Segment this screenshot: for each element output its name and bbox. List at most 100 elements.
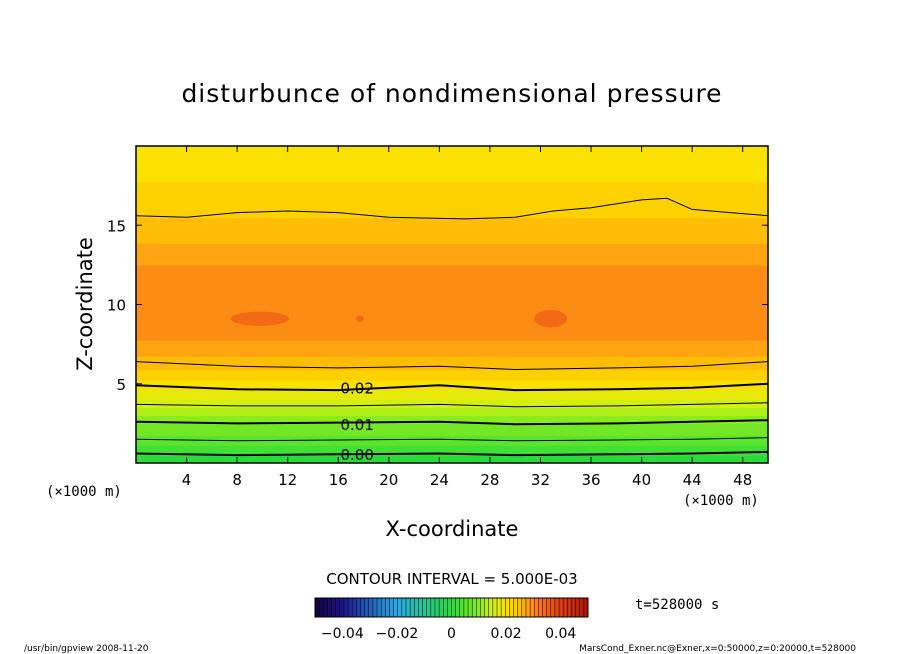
time-label: t=528000 s: [635, 597, 719, 613]
field-band: [136, 405, 768, 409]
field-band: [136, 316, 768, 319]
field-band: [136, 284, 768, 288]
x-tick-label: 12: [278, 471, 297, 489]
field-maximum: [230, 311, 289, 326]
field-band: [136, 395, 768, 399]
field-band: [136, 441, 768, 444]
field-band: [136, 282, 768, 286]
field-band: [136, 153, 768, 157]
field-band: [136, 147, 768, 151]
field-band: [136, 266, 768, 270]
field-band: [136, 332, 768, 335]
field-band: [136, 342, 768, 345]
field-band: [136, 251, 768, 254]
field-band: [136, 268, 768, 272]
field-band: [136, 357, 768, 361]
colorbar-cell: [480, 598, 485, 617]
field-band: [136, 391, 768, 395]
field-band: [136, 262, 768, 266]
field-band: [136, 457, 768, 460]
colorbar-cell: [372, 598, 378, 617]
x-tick-label: 24: [430, 471, 449, 489]
field-band: [136, 435, 768, 438]
colorbar-cell: [525, 598, 531, 617]
field-band: [136, 431, 768, 434]
field-band: [136, 171, 768, 175]
colorbar-cell: [472, 598, 477, 617]
field-band: [136, 320, 768, 323]
field-band: [136, 302, 768, 306]
field-band: [136, 340, 768, 343]
colorbar-cell: [492, 598, 498, 617]
contour-interval-label: CONTOUR INTERVAL = 5.000E-03: [326, 570, 577, 588]
field-band: [136, 260, 768, 264]
colorbar-cell: [447, 598, 452, 617]
colorbar-cell: [451, 598, 457, 617]
field-band: [136, 235, 768, 238]
colorbar-tick-labels: −0.04 −0.02 0 0.02 0.04: [321, 626, 577, 642]
y-tick-label: 15: [107, 217, 126, 235]
x-tick-label: 20: [379, 471, 398, 489]
colorbar-cell: [530, 598, 535, 617]
field-band: [136, 278, 768, 282]
colorbar-cell: [571, 598, 576, 617]
field-band: [136, 187, 768, 191]
field-band: [136, 270, 768, 274]
y-axis-label: Z-coordinate: [73, 237, 97, 371]
field-band: [136, 215, 768, 218]
field-band: [136, 318, 768, 321]
field-band: [136, 326, 768, 329]
contour-lines: [136, 197, 768, 457]
colorbar-cell: [364, 598, 370, 617]
field-band: [136, 173, 768, 177]
contour-line: [136, 197, 768, 220]
colorbar-cell: [550, 598, 556, 617]
field-band: [136, 407, 768, 411]
field-band: [136, 334, 768, 337]
field-band: [136, 193, 768, 197]
field-band: [136, 419, 768, 422]
colorbar-cell: [414, 598, 419, 617]
field-band: [136, 324, 768, 327]
field-band: [136, 352, 768, 355]
field-band: [136, 451, 768, 454]
x-tick-label: 48: [733, 471, 752, 489]
field-band: [136, 443, 768, 446]
colorbar-cell: [397, 598, 403, 617]
field-band: [136, 195, 768, 199]
field-band: [136, 258, 768, 262]
field-band: [136, 290, 768, 294]
x-axis-label: X-coordinate: [386, 517, 519, 541]
field-band: [136, 429, 768, 432]
field-band: [136, 276, 768, 280]
field-band: [136, 381, 768, 385]
field-band: [136, 409, 768, 413]
field-band: [136, 461, 768, 463]
colorbar-cell: [476, 598, 481, 617]
field-band: [136, 191, 768, 195]
field-band: [136, 179, 768, 183]
field-band: [136, 375, 768, 379]
colorbar-tick-label: 0.04: [545, 626, 576, 642]
colorbar-cell: [343, 598, 349, 617]
field-band: [136, 447, 768, 450]
field-band: [136, 227, 768, 230]
field-band: [136, 387, 768, 391]
colorbar-cell: [356, 598, 361, 617]
field-band: [136, 247, 768, 250]
contour-labels: 0.02 0.01 0.00: [340, 380, 373, 465]
field-band: [136, 296, 768, 300]
field-band: [136, 292, 768, 296]
colorbar-cell: [468, 598, 473, 617]
field-band: [136, 344, 768, 347]
colorbar-cell: [559, 598, 564, 617]
field-band: [136, 300, 768, 304]
field-band: [136, 157, 768, 161]
field-band: [136, 151, 768, 155]
contour-label: 0.02: [340, 380, 373, 398]
x-tick-label: 36: [581, 471, 600, 489]
contour-line: [136, 450, 768, 457]
field-band: [136, 298, 768, 302]
chart-title: disturbunce of nondimensional pressure: [181, 79, 722, 108]
colorbar-cell: [554, 598, 560, 617]
